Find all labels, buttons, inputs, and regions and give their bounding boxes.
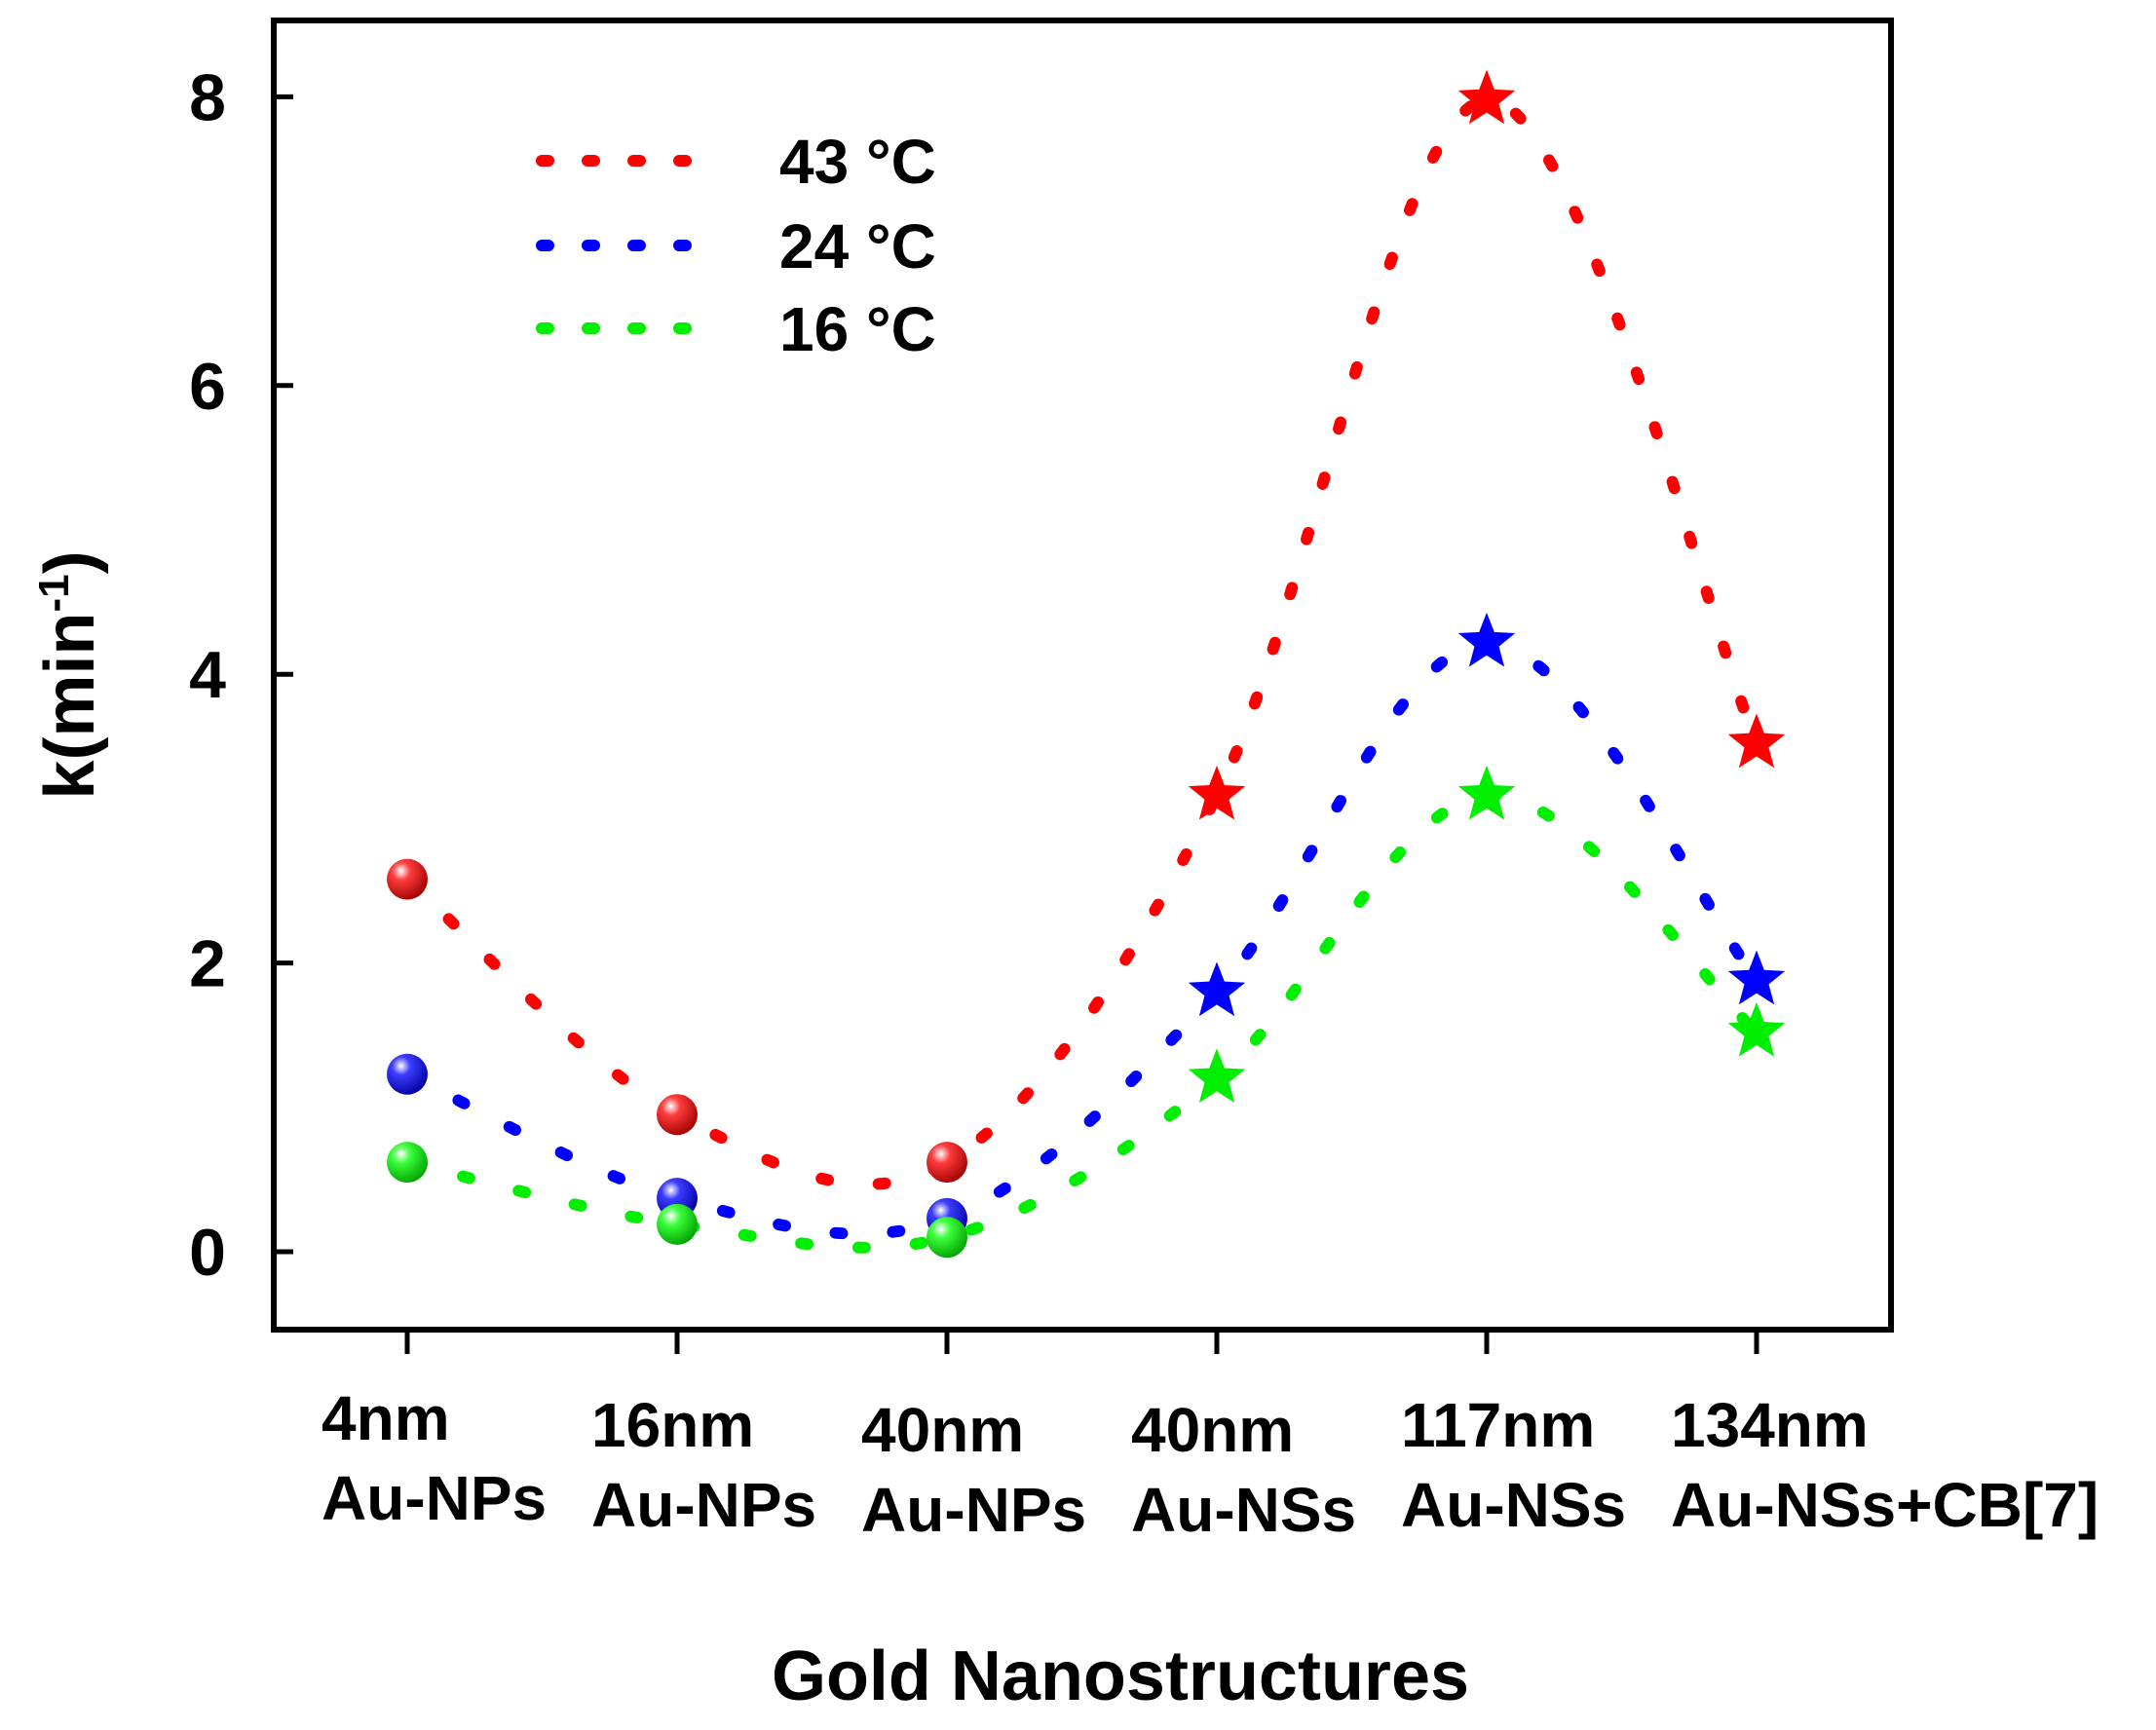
data-markers [387,69,1786,1259]
series-line-0 [401,94,1762,1190]
legend-label-43c: 43 °C [779,127,936,197]
y-tick-label: 8 [189,60,226,134]
data-point-star [1727,713,1786,769]
data-point-circle [657,1203,698,1245]
legend-label-24c: 24 °C [779,211,936,282]
x-category-label: 16nm Au-NPs [591,1390,816,1540]
x-category-label: 40nm Au-NPs [861,1395,1086,1545]
legend: 43 °C 24 °C 16 °C [536,127,936,364]
data-point-star [1188,1048,1246,1104]
y-tick-label: 0 [189,1216,226,1290]
y-tick-label: 2 [189,927,226,1001]
x-axis-title: Gold Nanostructures [772,1637,1469,1715]
data-point-circle [927,1142,967,1184]
x-category-label: 117nm Au-NSs [1401,1390,1626,1540]
y-tick-label: 4 [189,638,226,712]
data-point-circle [387,1053,428,1095]
data-point-circle [657,1094,698,1136]
x-axis: 4nm Au-NPs 16nm Au-NPs 40nm Au-NPs 40nm Au-NSs 1… [322,1330,2099,1545]
data-point-star [1188,765,1246,820]
data-point-star [1727,1001,1786,1057]
series-curves [401,94,1762,1254]
data-point-star [1457,765,1516,820]
y-tick-label: 6 [189,350,226,424]
legend-entry-16c: 16 °C [536,294,936,364]
data-point-circle [927,1217,967,1259]
legend-entry-24c: 24 °C [536,211,936,282]
legend-label-16c: 16 °C [779,294,936,364]
y-axis: 0 2 4 6 8 [189,60,293,1290]
data-point-circle [387,1142,428,1184]
data-point-circle [387,858,428,900]
x-category-label: 40nm Au-NSs [1131,1395,1356,1545]
y-axis-title: k(min-1) [30,550,109,799]
data-point-star [1457,612,1516,667]
data-point-star [1457,69,1516,125]
x-category-label: 134nm Au-NSs+CB[7] [1671,1390,2099,1540]
x-category-label: 4nm Au-NPs [322,1383,547,1533]
data-point-star [1188,961,1246,1017]
series-line-2 [401,789,1762,1254]
series-line-1 [401,636,1762,1240]
legend-entry-43c: 43 °C [536,127,936,197]
data-point-star [1727,950,1786,1005]
